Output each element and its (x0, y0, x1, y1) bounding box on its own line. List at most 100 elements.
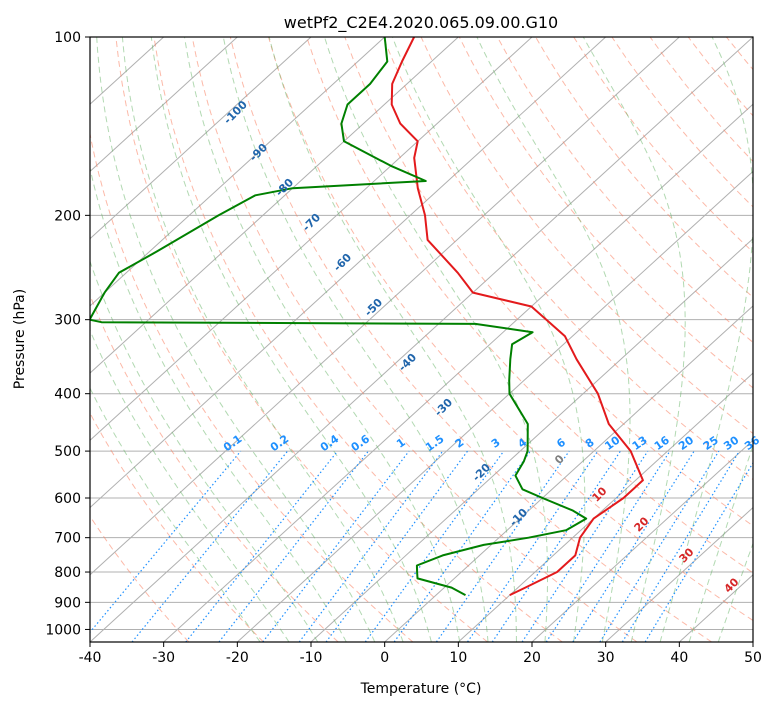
x-tick-label: 10 (449, 650, 467, 666)
moist-adiabat-line (90, 259, 319, 642)
moist-adiabat-line (90, 387, 261, 642)
x-tick-label: 0 (380, 650, 389, 666)
x-axis-label: Temperature (°C) (360, 681, 482, 697)
isotherm-line (752, 641, 753, 642)
isotherm-value-label: -20 (470, 461, 493, 484)
mixing-ratio-line (131, 450, 289, 642)
mixing-ratio-label: 3 (489, 436, 503, 451)
y-axis-label: Pressure (hPa) (12, 289, 28, 389)
isotherm-line (163, 103, 753, 642)
mixing-ratio-label: 30 (721, 433, 741, 453)
x-tick-label: 20 (523, 650, 541, 666)
dry-adiabat-line (90, 515, 190, 642)
moist-adiabat-line (582, 37, 686, 642)
y-tick-label: 100 (54, 30, 81, 46)
adiabat-value-label: 40 (722, 575, 742, 595)
isotherm-value-label: -10 (507, 506, 530, 529)
dry-adiabat-line (306, 37, 753, 574)
x-axis: -40 -30 -20 -10 0 10 20 30 40 50 (79, 642, 762, 666)
mixing-ratio-label: 8 (583, 436, 597, 451)
dry-adiabat-line (765, 37, 775, 642)
x-tick-label: 30 (597, 650, 615, 666)
mixing-ratio-line (599, 450, 720, 642)
y-tick-label: 800 (54, 565, 81, 581)
isotherm-line (90, 37, 533, 442)
y-tick-label: 1000 (45, 622, 81, 638)
dry-adiabat-line (573, 37, 753, 253)
dry-adiabat-line (229, 37, 712, 642)
moist-adiabat-line (222, 37, 489, 642)
y-axis: 100 200 300 400 500 600 700 800 900 1000 (45, 30, 90, 638)
adiabat-value-label: 0 (552, 452, 567, 467)
isotherm-line (90, 37, 753, 642)
dry-adiabat-line (153, 37, 563, 642)
dewpoint-profile-line (90, 37, 588, 596)
y-tick-label: 500 (54, 444, 81, 460)
isotherm-line (236, 170, 753, 642)
moist-adiabat-line (184, 37, 461, 642)
moist-adiabat-line (121, 37, 404, 642)
isotherm-value-label: -40 (396, 351, 419, 374)
y-tick-label: 200 (54, 208, 81, 224)
series-layer (90, 37, 644, 597)
mixing-ratio-label: 36 (742, 433, 762, 453)
dry-adiabat-line (90, 131, 414, 642)
mixing-ratio-line (435, 450, 570, 642)
mixing-ratio-line (364, 450, 505, 642)
grid-layer (90, 37, 753, 642)
y-tick-label: 300 (54, 313, 81, 329)
moist-adiabat-line (90, 165, 347, 642)
x-tick-label: 50 (744, 650, 762, 666)
isotherm-line (457, 372, 753, 642)
moist-adiabat-line (688, 443, 753, 642)
y-tick-label: 600 (54, 491, 81, 507)
x-tick-label: -20 (226, 650, 249, 666)
isotherm-line (90, 37, 238, 173)
moist-adiabat-line (659, 37, 753, 642)
mixing-ratio-line (545, 450, 671, 642)
moist-adiabat-line (268, 37, 517, 642)
mixing-ratio-label: 20 (676, 433, 696, 453)
x-tick-label: 40 (670, 650, 688, 666)
moist-adiabat-line (476, 37, 631, 642)
y-tick-label: 700 (54, 531, 81, 547)
dry-adiabat-line (496, 37, 753, 344)
mixing-ratio-label: 13 (630, 434, 650, 453)
mixing-ratio-line (621, 450, 740, 642)
adiabat-value-label: 20 (632, 514, 652, 534)
isotherm-line (90, 37, 386, 307)
mixing-ratio-line (262, 450, 410, 642)
x-tick-label: -40 (79, 650, 102, 666)
isotherm-value-label: -60 (331, 251, 354, 274)
mixing-ratio-line (491, 450, 621, 642)
mixing-ratio-line (185, 450, 339, 642)
dry-adiabat-line (268, 37, 753, 622)
isotherm-value-label: -100 (221, 98, 250, 127)
mixing-ratio-label: 2 (453, 436, 467, 451)
adiabat-value-label: 10 (590, 484, 610, 504)
y-tick-label: 900 (54, 595, 81, 611)
moist-adiabat-line (90, 329, 290, 642)
x-tick-label: -10 (300, 650, 323, 666)
isotherm-line (90, 37, 459, 374)
isotherm-value-label: -30 (432, 396, 455, 419)
moist-adiabat-line (391, 37, 586, 642)
mixing-ratio-line (393, 450, 531, 642)
temperature-profile-line (390, 37, 644, 597)
dry-adiabat-line (649, 37, 753, 163)
y-tick-label: 400 (54, 387, 81, 403)
dry-adiabat-line (382, 37, 753, 481)
mixing-ratio-line (298, 450, 444, 642)
dry-adiabat-line (420, 37, 753, 435)
mixing-ratio-line (467, 450, 599, 642)
moist-adiabat-line (150, 37, 432, 642)
moist-adiabat-line (717, 542, 753, 642)
dry-adiabat-line (687, 37, 753, 117)
reference-lines-layer (90, 37, 775, 642)
dry-adiabat-line (344, 37, 753, 527)
x-tick-label: -30 (152, 650, 175, 666)
adiabat-value-label: 30 (677, 545, 697, 565)
dry-adiabat-line (90, 412, 264, 642)
moist-adiabat-line (324, 37, 548, 642)
